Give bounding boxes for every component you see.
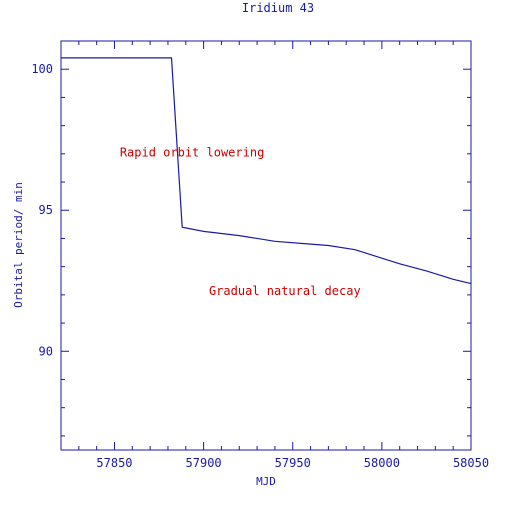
annotation-label: Rapid orbit lowering bbox=[120, 146, 265, 160]
x-tick-label: 57950 bbox=[275, 456, 311, 470]
y-tick-label: 100 bbox=[31, 62, 53, 76]
y-axis: 90 95 100 bbox=[31, 40, 471, 437]
chart-title: Iridium 43 bbox=[242, 1, 314, 15]
series-layer bbox=[61, 57, 472, 285]
x-tick-label: 58050 bbox=[453, 456, 489, 470]
x-tick-label: 57850 bbox=[96, 456, 132, 470]
y-tick-label: 95 bbox=[39, 203, 53, 217]
y-axis-label: Orbital period/ min bbox=[12, 182, 25, 308]
y-tick-label: 90 bbox=[39, 344, 53, 358]
annotation-layer: Rapid orbit lowering Gradual natural deca… bbox=[120, 146, 361, 298]
x-axis: 57850 57900 57950 58000 58050 bbox=[60, 41, 489, 470]
annotation-label: Gradual natural decay bbox=[209, 284, 361, 298]
x-tick-label: 57900 bbox=[186, 456, 222, 470]
orbital-period-line bbox=[61, 57, 472, 285]
plot-frame bbox=[60, 40, 472, 451]
x-tick-label: 58000 bbox=[364, 456, 400, 470]
x-axis-label: MJD bbox=[256, 475, 276, 488]
